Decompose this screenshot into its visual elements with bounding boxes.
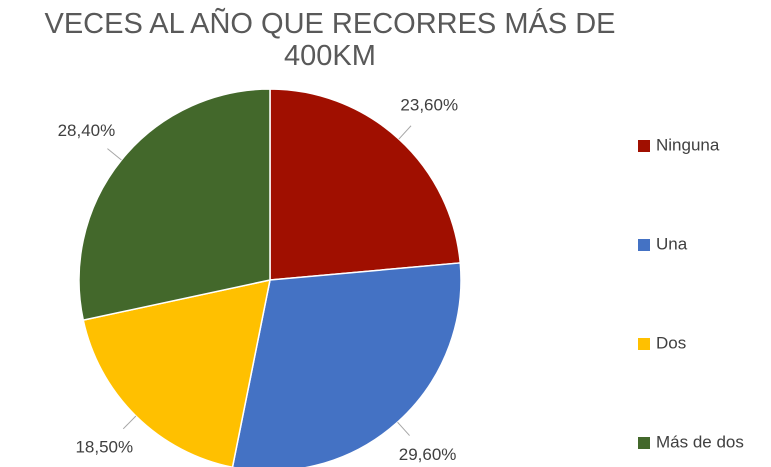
data-label: 29,60% <box>399 445 457 464</box>
pie-slice <box>231 262 462 467</box>
pie-slice <box>269 88 462 281</box>
leader-line <box>398 125 412 140</box>
legend-swatch <box>638 140 650 152</box>
data-label: 23,60% <box>400 95 458 114</box>
legend-label: Ninguna <box>656 135 720 154</box>
chart-title: VECES AL AÑO QUE RECORRES MÁS DE 400KM <box>44 8 616 72</box>
legend-swatch <box>638 239 650 251</box>
legend-swatch <box>638 338 650 350</box>
data-label: 28,40% <box>58 121 116 140</box>
data-label: 18,50% <box>75 438 133 457</box>
leader-line <box>397 421 410 436</box>
legend-label: Más de dos <box>656 432 744 451</box>
legend-label: Dos <box>656 333 686 352</box>
leader-line <box>107 148 122 161</box>
leader-line <box>122 415 137 430</box>
chart-title-box: VECES AL AÑO QUE RECORRES MÁS DE 400KM <box>0 8 700 72</box>
legend-swatch <box>638 437 650 449</box>
legend-label: Una <box>656 234 688 253</box>
